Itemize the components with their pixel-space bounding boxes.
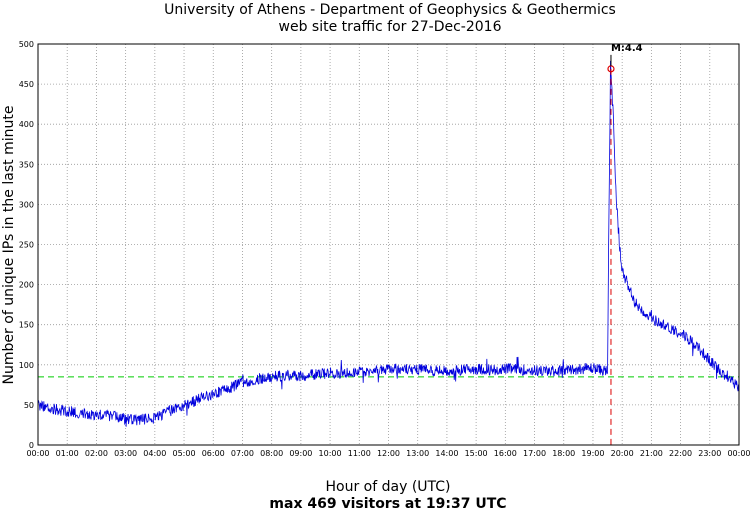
x-tick-label: 00:00	[727, 449, 750, 458]
y-tick-label: 50	[24, 401, 34, 410]
plot-frame	[37, 43, 740, 446]
y-axis-ticks: 0 50 100 150 200 250 300 350 400 450 500	[19, 40, 34, 450]
y-tick-label: 200	[19, 281, 34, 290]
y-tick-label: 150	[19, 321, 34, 330]
x-tick-label: 22:00	[669, 449, 692, 458]
y-tick-label: 350	[19, 160, 34, 169]
chart-title: University of Athens - Department of Geo…	[164, 2, 616, 18]
y-tick-label: 450	[19, 80, 34, 89]
x-tick-label: 16:00	[494, 449, 517, 458]
y-tick-label: 300	[19, 200, 34, 209]
x-tick-label: 06:00	[202, 449, 225, 458]
x-tick-label: 07:00	[231, 449, 254, 458]
x-tick-label: 09:00	[289, 449, 312, 458]
x-tick-label: 11:00	[348, 449, 371, 458]
x-tick-label: 10:00	[319, 449, 342, 458]
x-tick-label: 00:00	[26, 449, 49, 458]
event-group: M:4.4	[607, 43, 643, 445]
x-tick-label: 13:00	[406, 449, 429, 458]
y-tick-label: 100	[19, 361, 34, 370]
y-axis-label: Number of unique IPs in the last minute	[1, 106, 17, 385]
x-tick-label: 01:00	[56, 449, 79, 458]
x-tick-label: 08:00	[260, 449, 283, 458]
x-tick-label: 20:00	[611, 449, 634, 458]
y-tick-label: 400	[19, 120, 34, 129]
x-tick-label: 21:00	[640, 449, 663, 458]
x-tick-label: 15:00	[465, 449, 488, 458]
x-tick-label: 12:00	[377, 449, 400, 458]
y-tick-label: 0	[29, 441, 34, 450]
y-tick-label: 500	[19, 40, 34, 49]
series-group	[37, 60, 740, 427]
x-tick-label: 18:00	[552, 449, 575, 458]
x-tick-label: 05:00	[173, 449, 196, 458]
x-tick-label: 19:00	[581, 449, 604, 458]
x-tick-label: 23:00	[698, 449, 721, 458]
y-tick-label: 250	[19, 241, 34, 250]
max-visitors-summary: max 469 visitors at 19:37 UTC	[269, 496, 506, 511]
grid-lines	[37, 43, 740, 446]
series-line-visitors	[37, 60, 740, 427]
x-axis-label: Hour of day (UTC)	[326, 479, 451, 495]
x-tick-label: 04:00	[143, 449, 166, 458]
x-tick-label: 17:00	[523, 449, 546, 458]
x-axis-ticks: 00:00 01:00 02:00 03:00 04:00 05:00 06:00 07:00…	[26, 449, 750, 458]
x-tick-label: 03:00	[114, 449, 137, 458]
annotation-label: M:4.4	[611, 43, 643, 54]
x-tick-label: 14:00	[435, 449, 458, 458]
x-tick-label: 02:00	[85, 449, 108, 458]
chart-subtitle: web site traffic for 27-Dec-2016	[279, 19, 502, 35]
